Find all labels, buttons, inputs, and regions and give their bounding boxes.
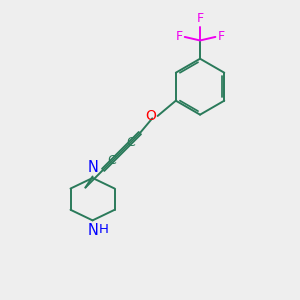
Text: N: N <box>87 223 98 238</box>
Text: C: C <box>108 154 116 167</box>
Text: F: F <box>196 13 204 26</box>
Text: F: F <box>218 30 225 44</box>
Text: O: O <box>145 109 156 123</box>
Text: N: N <box>87 160 98 175</box>
Text: F: F <box>176 30 183 44</box>
Text: C: C <box>127 136 135 148</box>
Text: H: H <box>99 223 109 236</box>
